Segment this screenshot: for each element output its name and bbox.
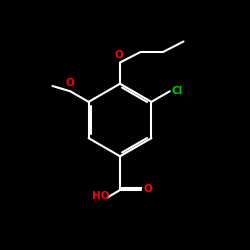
Text: O: O [143,184,152,194]
Text: O: O [66,78,74,88]
Text: O: O [114,50,123,59]
Text: HO: HO [92,191,110,201]
Text: Cl: Cl [171,86,182,96]
